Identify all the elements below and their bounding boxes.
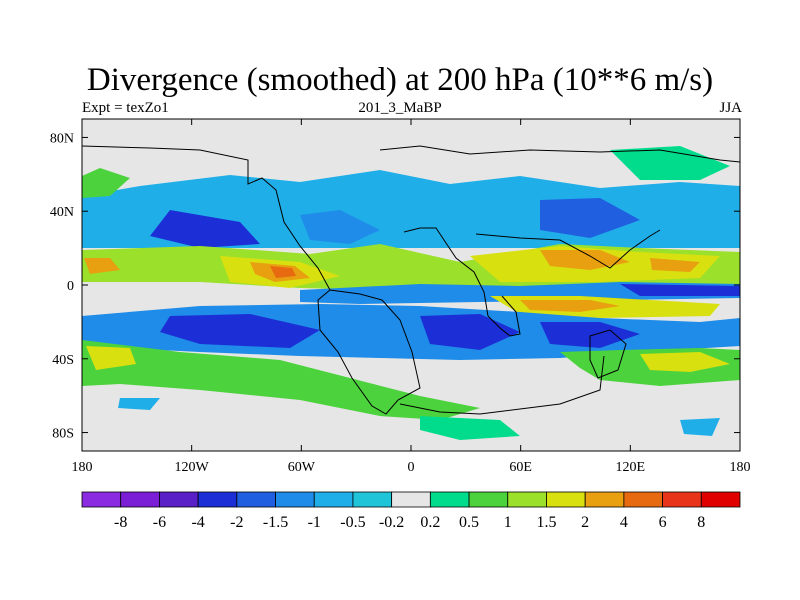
- colorbar-label: 4: [620, 514, 628, 531]
- colorbar-swatch: [352, 491, 393, 508]
- x-tick-label: 180: [72, 460, 93, 475]
- y-tick-label: 0: [67, 279, 74, 294]
- x-tick-label: 180: [730, 460, 751, 475]
- colorbar-swatch: [623, 491, 663, 508]
- contour-arctic-green: [82, 168, 130, 198]
- colorbar-label: 2: [581, 514, 589, 531]
- colorbar-swatch: [120, 491, 160, 508]
- colorbar-label: 1: [504, 514, 512, 531]
- contour-nh-darkblue: [150, 210, 260, 248]
- colorbar-swatch: [546, 491, 586, 508]
- colorbar-swatch: [81, 491, 122, 508]
- coastline-south-america: [317, 289, 421, 415]
- colorbar-label: -4: [191, 514, 204, 531]
- experiment-label: Expt = texZo1: [82, 100, 169, 116]
- colorbar-label: -1.5: [263, 514, 288, 531]
- colorbar-swatch: [584, 491, 625, 508]
- contour-sh-darkblue: [160, 314, 640, 350]
- axes: 180 120W 60W 0 60E 120E 180 80N 40N 0 40S 80S: [50, 119, 751, 475]
- colorbar-swatch: [662, 491, 702, 508]
- colorbar-swatch: [236, 491, 276, 508]
- colorbar-swatch: [159, 491, 199, 508]
- contour-fills: [82, 146, 740, 440]
- colorbar-swatch: [197, 491, 238, 508]
- colorbar-label: 1.5: [536, 514, 556, 531]
- colorbar-label: 8: [697, 514, 705, 531]
- contour-sh-green2: [82, 340, 740, 420]
- x-tick-label: 60E: [509, 460, 532, 475]
- coastline-asia-south: [475, 229, 661, 269]
- contour-tropical-orange: [84, 250, 700, 282]
- coastline-australia: [589, 329, 627, 379]
- colorbar-label: 6: [659, 514, 667, 531]
- y-tick-label: 40N: [50, 205, 74, 220]
- x-tick-label: 120W: [175, 460, 210, 475]
- season-label: JJA: [719, 100, 742, 116]
- colorbar-swatch: [275, 491, 315, 508]
- contour-tropical-red: [270, 266, 296, 278]
- chart-title: Divergence (smoothed) at 200 hPa (10**6 …: [86, 62, 714, 98]
- colorbar-swatch: [429, 491, 470, 508]
- contour-nh-blue2: [300, 210, 380, 244]
- y-tick-label: 80S: [52, 427, 74, 442]
- colorbar-label: -0.5: [340, 514, 365, 531]
- case-label: 201_3_MaBP: [358, 100, 442, 116]
- coastline-north-america: [81, 145, 331, 291]
- contour-equator-darkblue: [620, 284, 740, 296]
- colorbar-swatch: [700, 491, 741, 508]
- coastline-africa-west: [403, 227, 489, 317]
- colorbar-label: -0.2: [379, 514, 404, 531]
- y-tick-label: 80N: [50, 131, 74, 146]
- colorbar-swatch: [507, 491, 547, 508]
- coastlines: [81, 145, 741, 415]
- contour-asia-green: [610, 146, 730, 180]
- y-tick-label: 40S: [52, 353, 74, 368]
- colorbar: -8 -6 -4 -2 -1.5 -1 -0.5 -0.2 0.2 0.5 1 1.5 2 4 6 8: [81, 491, 741, 531]
- contour-nh-blue3: [540, 198, 640, 238]
- x-tick-label: 60W: [288, 460, 316, 475]
- colorbar-label: -6: [153, 514, 166, 531]
- contour-sh-teal: [420, 416, 520, 440]
- colorbar-label: -1: [308, 514, 321, 531]
- colorbar-swatch: [468, 491, 509, 508]
- contour-sh-orange: [520, 300, 620, 312]
- x-tick-label: 120E: [616, 460, 646, 475]
- contour-sh-yellow: [86, 346, 730, 372]
- colorbar-swatch: [313, 491, 354, 508]
- colorbar-swatch: [391, 491, 431, 508]
- colorbar-label: -2: [230, 514, 243, 531]
- colorbar-label: -8: [114, 514, 127, 531]
- colorbar-label: 0.2: [420, 514, 440, 531]
- coastline-eurasia: [379, 145, 741, 163]
- colorbar-label: 0.5: [459, 514, 479, 531]
- coastline-antarctica: [399, 355, 605, 415]
- coastline-africa-south: [487, 295, 521, 337]
- x-tick-label: 0: [408, 460, 415, 475]
